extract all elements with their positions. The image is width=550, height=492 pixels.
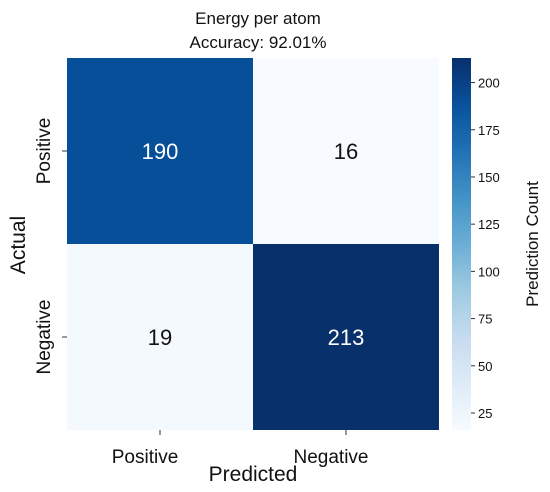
x-axis-ticks: Positive Negative bbox=[112, 430, 369, 468]
colorbar-tick-label: 175 bbox=[478, 123, 500, 138]
cell-value-label: 19 bbox=[148, 325, 172, 350]
colorbar-ticks: 25 50 75 100 125 150 175 200 bbox=[471, 76, 500, 421]
colorbar-tick-label: 200 bbox=[478, 76, 500, 91]
colorbar-tick-label: 75 bbox=[478, 312, 492, 327]
x-axis-label: Predicted bbox=[209, 463, 298, 486]
cell-value-label: 213 bbox=[328, 325, 365, 350]
heatmap-cell bbox=[67, 58, 253, 244]
x-tick-label: Positive bbox=[112, 447, 179, 468]
colorbar-tick-label: 25 bbox=[478, 406, 492, 421]
chart-subtitle: Accuracy: 92.01% bbox=[189, 33, 326, 52]
chart-title: Energy per atom bbox=[195, 9, 321, 28]
heatmap-cell bbox=[253, 244, 439, 430]
y-tick-label: Positive bbox=[34, 118, 55, 185]
y-axis-label: Actual bbox=[7, 216, 30, 274]
colorbar-tick-label: 150 bbox=[478, 170, 500, 185]
cell-value-label: 190 bbox=[142, 139, 179, 164]
colorbar-label: Prediction Count bbox=[523, 181, 542, 307]
colorbar bbox=[452, 58, 471, 430]
y-axis-ticks: Positive Negative bbox=[34, 118, 67, 375]
colorbar-tick-label: 125 bbox=[478, 217, 500, 232]
colorbar-tick-label: 100 bbox=[478, 264, 500, 279]
y-tick-label: Negative bbox=[34, 300, 55, 375]
heatmap-cell bbox=[67, 244, 253, 430]
heatmap-cells: 190 16 19 213 bbox=[67, 58, 439, 430]
heatmap-cell bbox=[253, 58, 439, 244]
colorbar-tick-label: 50 bbox=[478, 359, 492, 374]
x-tick-label: Negative bbox=[294, 447, 369, 468]
cell-value-label: 16 bbox=[334, 139, 358, 164]
